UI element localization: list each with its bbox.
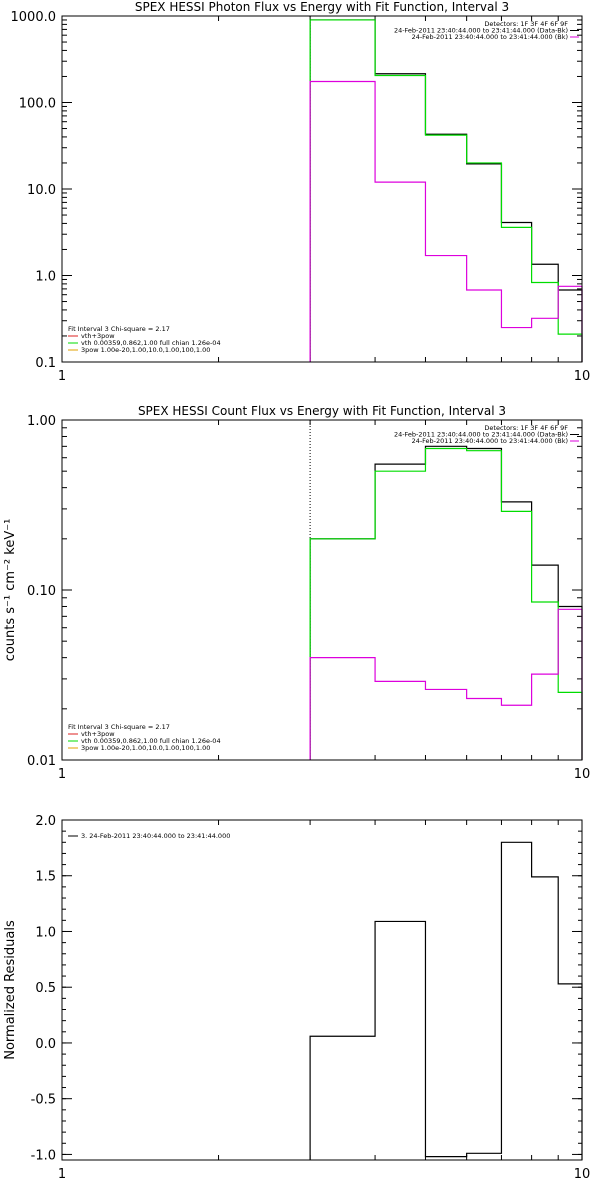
x-tick-label: 1	[58, 1167, 66, 1182]
y-axis-label: Normalized Residuals	[3, 920, 18, 1060]
series-line-3	[309, 80, 583, 362]
y-tick-label: 1.5	[35, 870, 56, 885]
legend-left-entry: vth+3pow	[81, 332, 115, 340]
legend-left-entry: vth 0.00359,0.862,1.00 full chian 1.26e-…	[81, 737, 221, 745]
legend-left-entry: Fit Interval 3 Chi-square = 2.17	[68, 325, 170, 333]
series-line-2	[309, 447, 583, 760]
y-tick-label: 1.00	[27, 414, 56, 429]
legend-left-entry: 3pow 1.00e-20,1.00,10.0,1.00,100,1.00	[81, 744, 210, 752]
y-tick-label: 0.5	[35, 981, 56, 996]
chart-title: SPEX HESSI Count Flux vs Energy with Fit…	[138, 404, 506, 418]
y-tick-label: -1.0	[31, 1148, 56, 1163]
y-tick-label: 1.0	[35, 270, 56, 285]
legend-right-entry: Detectors: 1F 3F 4F 6F 9F	[484, 20, 568, 28]
plot-frame	[61, 419, 583, 761]
x-tick-label: 10	[574, 1167, 591, 1182]
y-tick-label: 1.0	[35, 925, 56, 940]
x-tick-label: 10	[574, 767, 591, 782]
plot-panel-2: SPEX HESSI Count Flux vs Energy with Fit…	[3, 404, 590, 782]
y-tick-label: 0.0	[35, 1037, 56, 1052]
y-tick-label: 2.0	[35, 814, 56, 829]
x-tick-label: 1	[58, 767, 66, 782]
series-line-1	[309, 841, 583, 1160]
legend-left-entry: 3pow 1.00e-20,1.00,10.0,1.00,100,1.00	[81, 346, 210, 354]
chart-title: SPEX HESSI Photon Flux vs Energy with Fi…	[135, 0, 509, 14]
legend-left-entry: Fit Interval 3 Chi-square = 2.17	[68, 723, 170, 731]
y-tick-label: 0.10	[27, 584, 56, 599]
plot-panel-3: Normalized Residuals 1 10 -1.0 -0.5 0.0 0.5 1.0…	[3, 814, 590, 1182]
y-tick-label: 0.01	[27, 754, 56, 769]
y-tick-label: -0.5	[31, 1093, 56, 1108]
y-tick-label: 10.0	[27, 183, 56, 198]
legend-right-entry: 24-Feb-2011 23:40:44.000 to 23:41:44.000…	[412, 437, 568, 445]
plot-frame	[61, 15, 583, 363]
y-tick-label: 0.1	[35, 356, 56, 371]
legend-left-entry: vth 0.00359,0.862,1.00 full chian 1.26e-…	[81, 339, 221, 347]
legend-right-entry: 24-Feb-2011 23:40:44.000 to 23:41:44.000…	[412, 33, 568, 41]
x-tick-label: 10	[574, 369, 591, 384]
x-tick-label: 1	[58, 369, 66, 384]
series-line-2	[309, 19, 583, 362]
legend-left-entry: vth+3pow	[81, 730, 115, 738]
plot-frame	[61, 819, 583, 1161]
legend-left-entry: 3. 24-Feb-2011 23:40:44.000 to 23:41:44.…	[81, 832, 230, 840]
y-tick-label: 1000.0	[11, 10, 57, 25]
legend-right-entry: 24-Feb-2011 23:40:44.000 to 23:41:44.000…	[394, 431, 568, 439]
plot-panel-1: SPEX HESSI Photon Flux vs Energy with Fi…	[11, 0, 591, 384]
legend-right-entry: Detectors: 1F 3F 4F 6F 9F	[484, 424, 568, 432]
series-line-1	[309, 445, 583, 760]
y-tick-label: 100.0	[19, 97, 56, 112]
series-line-3	[309, 608, 583, 760]
y-axis-label: counts s⁻¹ cm⁻² keV⁻¹	[3, 519, 18, 662]
legend-right-entry: 24-Feb-2011 23:40:44.000 to 23:41:44.000…	[394, 27, 568, 35]
series-line-1	[309, 19, 583, 362]
